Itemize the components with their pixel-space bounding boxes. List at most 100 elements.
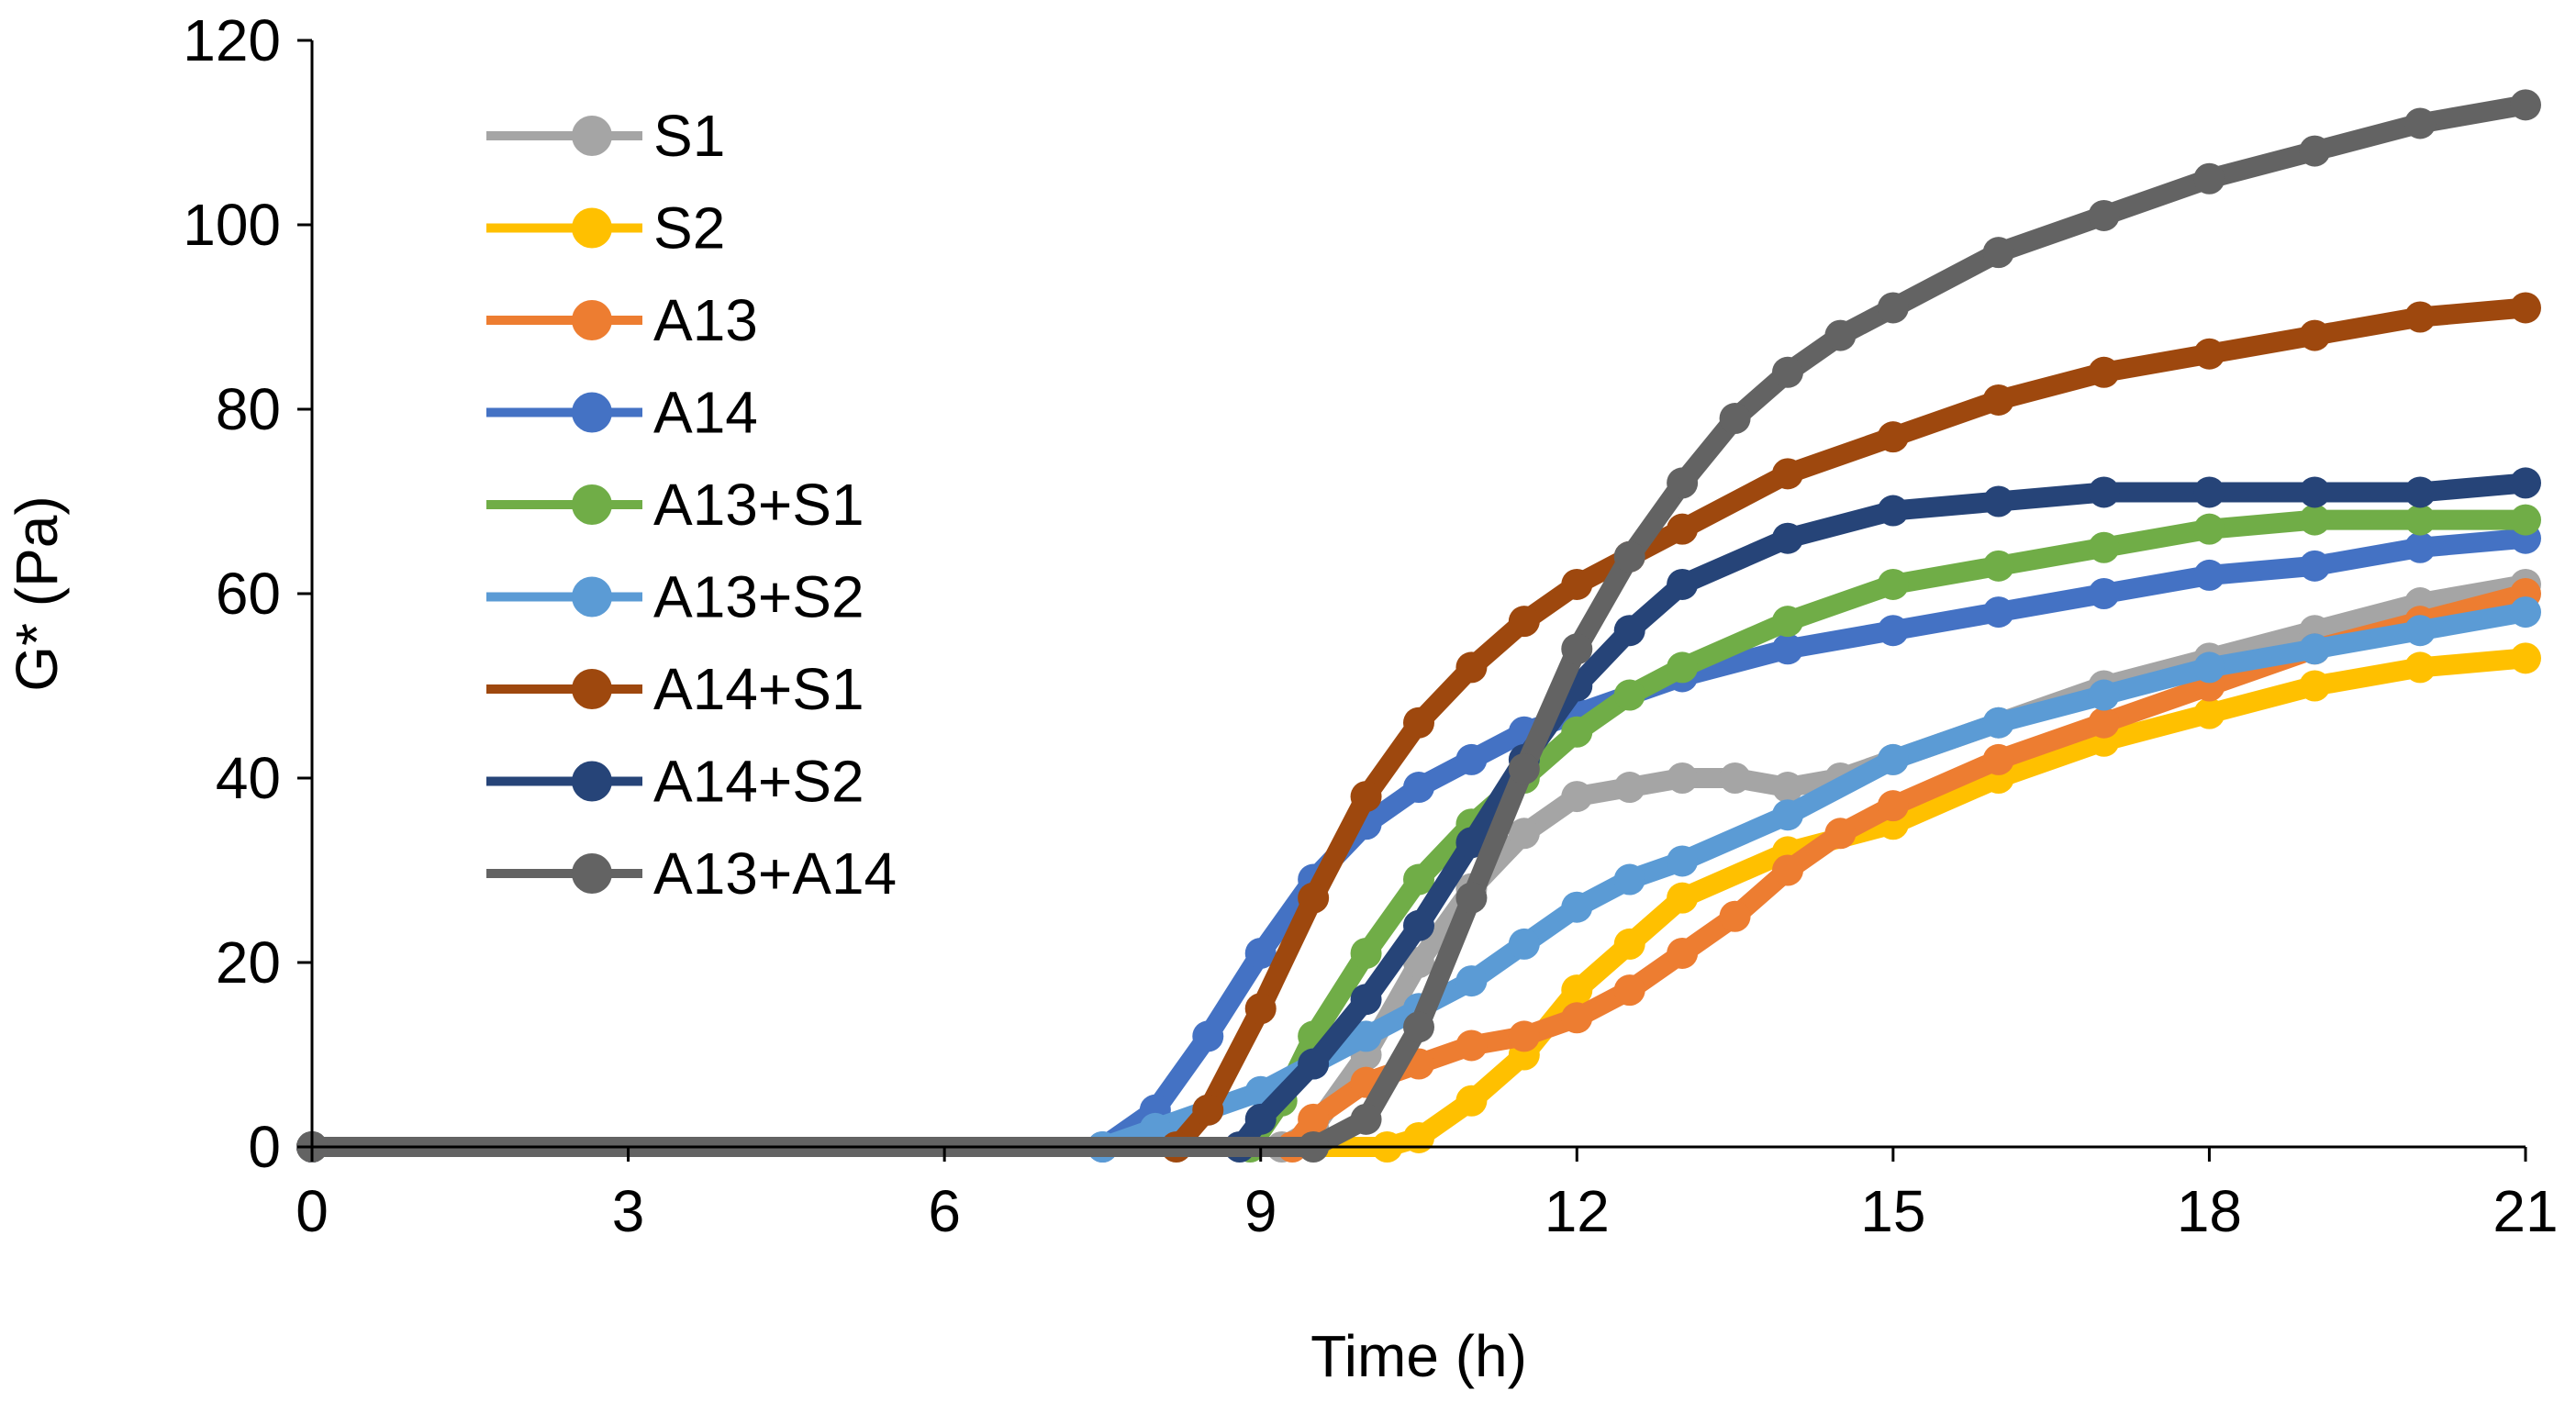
data-point [1350,984,1382,1016]
data-point [1667,937,1699,969]
data-point [2510,642,2541,674]
data-point [1561,633,1593,665]
legend-swatch-marker [572,116,612,156]
data-point [1403,947,1434,978]
data-point [1877,615,1909,647]
data-point [1719,762,1751,794]
data-point [1982,707,2014,739]
data-point [2088,356,2120,388]
y-tick-label: 80 [216,376,281,442]
data-point [2404,107,2437,139]
legend-item: A14+S1 [486,656,864,722]
y-axis-title: G* (Pa) [4,495,70,691]
data-point [2404,615,2437,647]
data-point [1667,882,1699,914]
data-point [2088,707,2120,739]
data-point [1982,550,2014,582]
data-point [1455,1029,1488,1062]
data-point [2510,596,2541,629]
series-line [302,297,2536,1157]
data-point [1455,651,1488,684]
data-point [1877,292,1909,324]
data-point [1350,781,1382,813]
legend-label: A14+S1 [653,656,864,722]
data-point [1192,1094,1224,1126]
data-point [1298,1048,1330,1080]
data-point [1667,467,1699,499]
legend-swatch-marker [572,484,612,525]
data-point [1772,799,1803,831]
data-point [1350,1103,1382,1135]
data-point [1298,1103,1330,1135]
legend-item: A13+S2 [486,564,864,630]
x-tick-label: 9 [1244,1178,1277,1244]
data-point [1613,772,1645,804]
data-point [1455,965,1488,997]
data-point [1772,633,1803,665]
data-point [2193,697,2225,729]
data-point [1561,974,1593,1007]
series-s2 [296,642,2541,1163]
data-point [1982,743,2014,775]
data-point [1613,615,1645,647]
data-point [2193,476,2225,508]
legend-label: A14+S2 [653,749,864,815]
data-point [2404,504,2437,536]
data-point [1508,1020,1540,1052]
legend-label: A13 [653,287,758,353]
data-point [1561,716,1593,748]
data-point [1403,1121,1434,1153]
data-point [1667,651,1699,684]
x-tick-label: 0 [296,1178,329,1244]
data-point [1877,568,1909,600]
data-point [1244,937,1277,969]
data-point [1455,743,1488,775]
legend-item: A14 [486,380,758,446]
x-tick-label: 3 [612,1178,645,1244]
legend-swatch-marker [572,576,612,618]
data-point [2404,531,2437,563]
data-point [1561,568,1593,600]
series-line [302,648,2536,1157]
data-point [1824,319,1857,351]
legend-item: A14+S2 [486,749,864,815]
data-point [2193,338,2225,370]
legend-item: A13+S1 [486,472,864,538]
data-point [1613,928,1645,960]
y-tick-label: 60 [216,561,281,627]
legend-label: A13+A14 [653,840,897,907]
data-point [1667,845,1699,877]
legend-label: A14 [653,380,758,446]
data-point [2510,467,2541,499]
data-point [2404,651,2437,684]
series-a13-plus-a14 [296,89,2541,1163]
data-point [1667,568,1699,600]
y-tick-label: 40 [216,745,281,811]
legend-label: A13+S1 [653,472,864,538]
data-point [1508,606,1540,638]
data-point [1192,1020,1224,1052]
data-point [1508,928,1540,960]
data-point [2088,476,2120,508]
data-point [1403,863,1434,896]
legend-item: S2 [486,195,725,261]
data-point [1772,606,1803,638]
data-point [2404,476,2437,508]
data-point [2299,633,2331,665]
y-tick-label: 100 [183,192,281,258]
data-point [1244,1103,1277,1135]
data-point [2088,199,2120,231]
data-point [1982,237,2014,269]
y-tick-label: 120 [183,7,281,73]
data-point [1772,854,1803,886]
data-point [2299,135,2331,167]
data-point [2088,531,2120,563]
data-point [1613,974,1645,1007]
data-point [1561,1002,1593,1034]
x-axis-title: Time (h) [1310,1323,1527,1389]
data-point [2510,89,2541,121]
data-point [2299,550,2331,582]
data-point [1613,679,1645,711]
data-point [2299,319,2331,351]
data-point [1403,909,1434,941]
